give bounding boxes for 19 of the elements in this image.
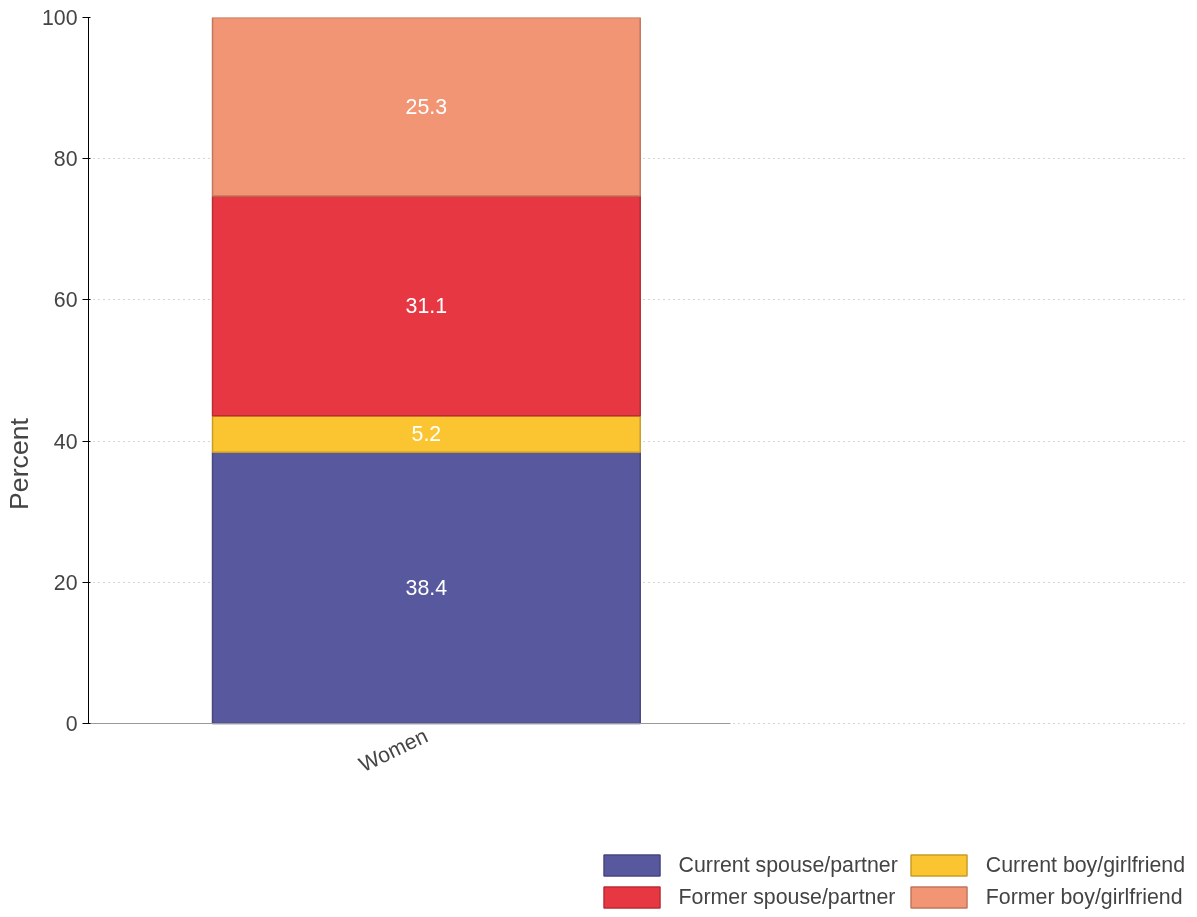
y-tick-label: 100 — [41, 6, 78, 30]
y-tick-label: 0 — [65, 711, 78, 736]
bar — [211, 195, 641, 417]
y-tick-label: 40 — [53, 429, 78, 454]
y-tick-label: 80 — [53, 147, 78, 172]
legend-label: Former boy/girlfriend — [985, 884, 1183, 910]
bar — [211, 414, 641, 454]
data-label: 5.2 — [411, 422, 442, 447]
y-tick-label: 60 — [53, 288, 78, 313]
data-label: 25.3 — [405, 95, 448, 120]
legend-label: Former spouse/partner — [678, 884, 896, 910]
y-tick-label: 20 — [53, 570, 78, 595]
y-axis-title: Percent — [3, 417, 34, 510]
bar — [211, 17, 641, 197]
bar — [211, 451, 641, 725]
legend-label: Current boy/girlfriend — [985, 852, 1185, 878]
legend-label: Current spouse/partner — [678, 852, 898, 878]
data-label: 38.4 — [405, 576, 448, 601]
data-label: 31.1 — [405, 294, 448, 319]
